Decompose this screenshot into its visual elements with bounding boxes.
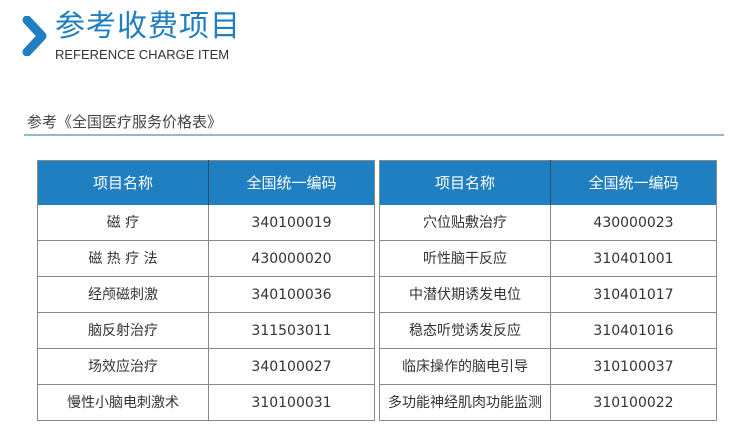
item-name: 中潜伏期诱发电位 xyxy=(379,276,551,313)
table-row: 经颅磁刺激 340100036 xyxy=(37,276,375,313)
column-header-name: 项目名称 xyxy=(37,160,209,205)
item-name: 脑反射治疗 xyxy=(37,312,209,349)
column-header-code: 全国统一编码 xyxy=(550,160,717,205)
table-row: 临床操作的脑电引导 310100037 xyxy=(379,348,717,385)
item-code: 310100031 xyxy=(208,384,375,421)
page-subtitle: REFERENCE CHARGE ITEM xyxy=(55,47,230,62)
item-name: 场效应治疗 xyxy=(37,348,209,385)
table-row: 场效应治疗 340100027 xyxy=(37,348,375,385)
item-name: 慢性小脑电刺激术 xyxy=(37,384,209,421)
item-code: 430000023 xyxy=(550,205,717,241)
item-name: 磁 疗 xyxy=(37,205,209,241)
table-row: 磁 疗 340100019 xyxy=(37,205,375,241)
item-name: 多功能神经肌肉功能监测 xyxy=(379,384,551,421)
divider xyxy=(24,134,724,136)
charge-table-left: 项目名称 全国统一编码 磁 疗 340100019 磁 热 疗 法 430000020… xyxy=(37,160,375,421)
column-header-code: 全国统一编码 xyxy=(208,160,375,205)
item-code: 340100036 xyxy=(208,276,375,313)
item-code: 311503011 xyxy=(208,312,375,349)
item-code: 310100037 xyxy=(550,348,717,385)
table-row: 多功能神经肌肉功能监测 310100022 xyxy=(379,384,717,421)
item-code: 310100022 xyxy=(550,384,717,421)
table-row: 脑反射治疗 311503011 xyxy=(37,312,375,349)
item-code: 310401001 xyxy=(550,240,717,277)
item-code: 310401016 xyxy=(550,312,717,349)
item-name: 稳态听觉诱发反应 xyxy=(379,312,551,349)
item-name: 临床操作的脑电引导 xyxy=(379,348,551,385)
reference-text: 参考《全国医疗服务价格表》 xyxy=(27,113,223,131)
item-code: 310401017 xyxy=(550,276,717,313)
charge-table-right: 项目名称 全国统一编码 穴位贴敷治疗 430000023 听性脑干反应 3104010… xyxy=(379,160,717,421)
chevron-right-icon xyxy=(22,16,47,56)
item-code: 340100019 xyxy=(208,205,375,241)
item-code: 340100027 xyxy=(208,348,375,385)
table-header: 项目名称 全国统一编码 xyxy=(37,160,375,205)
table-row: 听性脑干反应 310401001 xyxy=(379,240,717,277)
table-row: 穴位贴敷治疗 430000023 xyxy=(379,205,717,241)
item-name: 经颅磁刺激 xyxy=(37,276,209,313)
table-row: 稳态听觉诱发反应 310401016 xyxy=(379,312,717,349)
page-title: 参考收费项目 xyxy=(55,9,241,44)
column-header-name: 项目名称 xyxy=(379,160,551,205)
table-row: 慢性小脑电刺激术 310100031 xyxy=(37,384,375,421)
table-row: 磁 热 疗 法 430000020 xyxy=(37,240,375,277)
item-code: 430000020 xyxy=(208,240,375,277)
item-name: 磁 热 疗 法 xyxy=(37,240,209,277)
table-header: 项目名称 全国统一编码 xyxy=(379,160,717,205)
table-row: 中潜伏期诱发电位 310401017 xyxy=(379,276,717,313)
item-name: 穴位贴敷治疗 xyxy=(379,205,551,241)
item-name: 听性脑干反应 xyxy=(379,240,551,277)
